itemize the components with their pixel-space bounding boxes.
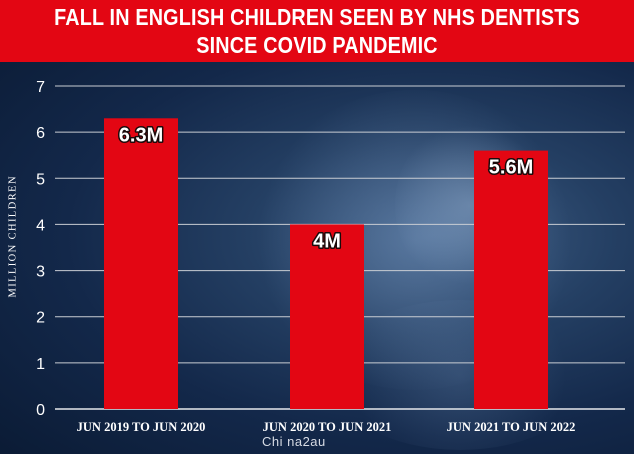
- watermark: Chi na2au: [262, 434, 326, 449]
- bar-2: [290, 224, 364, 409]
- x-tick-label-3: JUN 2021 TO JUN 2022: [447, 420, 576, 434]
- y-tick-labels: 0 1 2 3 4 5 6 7: [36, 79, 45, 419]
- title-banner: FALL IN ENGLISH CHILDREN SEEN BY NHS DEN…: [0, 0, 634, 62]
- data-label-3: 5.6M: [489, 157, 533, 179]
- y-tick-label: 7: [36, 79, 45, 96]
- y-tick-label: 5: [36, 171, 45, 188]
- bars: [104, 118, 548, 410]
- y-tick-label: 6: [36, 125, 45, 142]
- x-tick-labels: JUN 2019 TO JUN 2020 JUN 2020 TO JUN 2021…: [77, 420, 576, 434]
- y-tick-label: 3: [36, 264, 45, 281]
- y-tick-label: 1: [36, 356, 45, 373]
- bar-3: [474, 150, 548, 409]
- x-tick-label-2: JUN 2020 TO JUN 2021: [263, 420, 392, 434]
- y-tick-label: 2: [36, 310, 45, 327]
- bar-1: [104, 118, 178, 410]
- data-labels: 6.3M 4M 5.6M: [117, 123, 534, 254]
- data-label-2: 4M: [313, 230, 341, 252]
- x-tick-label-1: JUN 2019 TO JUN 2020: [77, 420, 206, 434]
- chart-title: FALL IN ENGLISH CHILDREN SEEN BY NHS DEN…: [54, 4, 580, 30]
- y-tick-label: 0: [36, 402, 45, 419]
- data-label-1: 6.3M: [119, 124, 163, 146]
- chart-subtitle: SINCE COVID PANDEMIC: [196, 32, 438, 58]
- y-tick-label: 4: [36, 217, 45, 234]
